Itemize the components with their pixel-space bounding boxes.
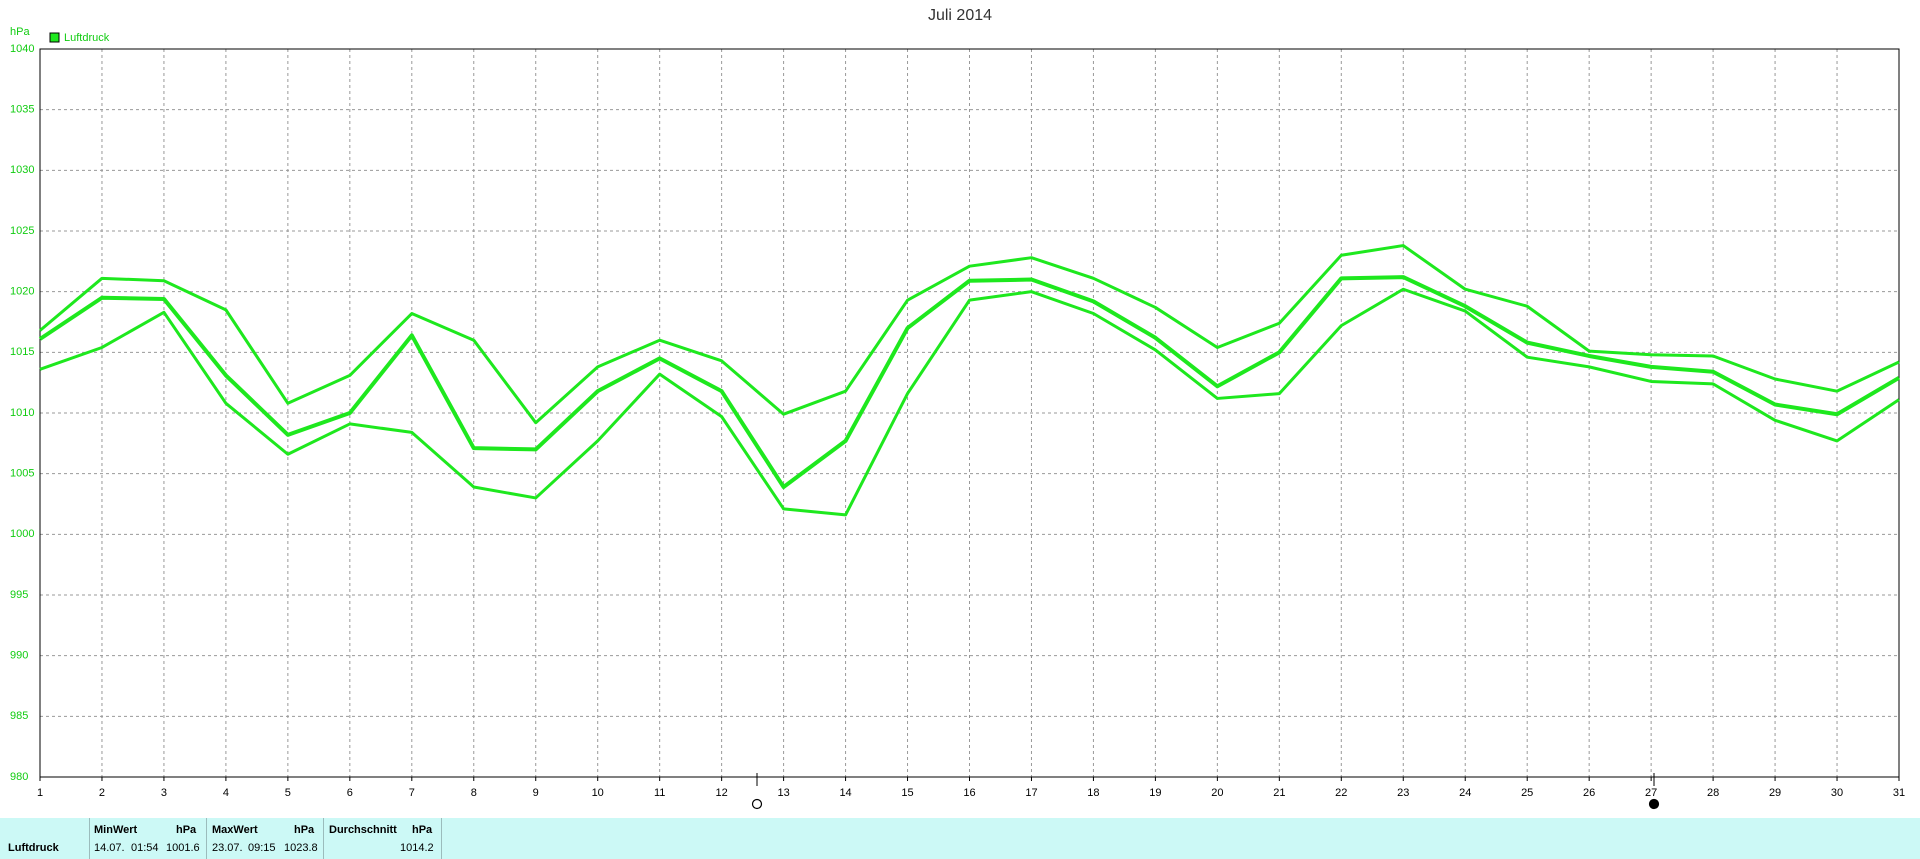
unit: hPa (176, 824, 197, 836)
x-tick-label: 23 (1397, 787, 1409, 799)
x-tick-label: 9 (533, 787, 539, 799)
x-tick-label: 29 (1769, 787, 1781, 799)
plot-frame (39, 48, 1900, 778)
x-tick-label: 7 (409, 787, 415, 799)
y-tick-label: 1000 (10, 528, 34, 540)
date: 23.07. (212, 842, 243, 854)
x-tick-label: 4 (223, 787, 229, 799)
chart: Juli 2014 hPa 98098599099510001005101010… (10, 7, 1905, 810)
legend-label: Luftdruck (64, 32, 110, 44)
x-tick-label: 18 (1087, 787, 1099, 799)
moon-markers (751, 773, 1660, 810)
x-tick-label: 26 (1583, 787, 1595, 799)
date: 14.07. (94, 842, 125, 854)
x-tick-label: 19 (1149, 787, 1161, 799)
x-tick-label: 22 (1335, 787, 1347, 799)
x-tick-label: 25 (1521, 787, 1533, 799)
chart-title: Juli 2014 (928, 7, 992, 24)
value: 1014.2 (400, 842, 434, 854)
unit: hPa (412, 824, 433, 836)
y-tick-label: 980 (10, 771, 28, 783)
time: 09:15 (248, 842, 276, 854)
x-tick-label: 17 (1025, 787, 1037, 799)
header: MinWert (94, 824, 138, 836)
y-tick-label: 1010 (10, 407, 34, 419)
time: 01:54 (131, 842, 159, 854)
separator (89, 818, 90, 859)
x-tick-label: 6 (347, 787, 353, 799)
x-tick-label: 21 (1273, 787, 1285, 799)
x-tick-label: 1 (37, 787, 43, 799)
value: 1001.6 (166, 842, 200, 854)
x-tick-label: 11 (654, 787, 665, 799)
x-tick-label: 16 (963, 787, 975, 799)
legend-swatch (49, 32, 60, 43)
y-tick-label: 1020 (10, 286, 34, 298)
unit: hPa (294, 824, 315, 836)
x-tick-label: 2 (99, 787, 105, 799)
value: 1023.8 (284, 842, 318, 854)
x-tick-label: 24 (1459, 787, 1471, 799)
x-tick-label: 14 (839, 787, 851, 799)
x-tick-label: 20 (1211, 787, 1223, 799)
x-tick-label: 31 (1893, 787, 1905, 799)
y-tick-label: 1015 (10, 346, 34, 358)
x-tick-label: 15 (901, 787, 913, 799)
separator (441, 818, 442, 859)
x-tick-label: 13 (777, 787, 789, 799)
line-series (39, 244, 1900, 425)
x-tick-label: 10 (592, 787, 604, 799)
line-series (38, 275, 1901, 490)
header: MaxWert (212, 824, 258, 836)
line-series (39, 287, 1900, 517)
x-tick-label: 12 (716, 787, 728, 799)
x-tick-label: 8 (471, 787, 477, 799)
separator (323, 818, 324, 859)
y-tick-label: 1025 (10, 225, 34, 237)
separator (206, 818, 207, 859)
x-tick-label: 28 (1707, 787, 1719, 799)
y-tick-label: 995 (10, 589, 28, 601)
header: Durchschnitt (329, 824, 397, 836)
y-tick-label: 1030 (10, 164, 34, 176)
x-tick-label: 27 (1645, 787, 1657, 799)
x-tick-label: 5 (285, 787, 291, 799)
y-tick-label: 1035 (10, 104, 34, 116)
y-axis-label: hPa (10, 26, 30, 38)
y-tick-label: 1005 (10, 468, 34, 480)
y-tick-label: 990 (10, 650, 28, 662)
x-tick-label: 30 (1831, 787, 1843, 799)
y-tick-label: 985 (10, 710, 28, 722)
row-label: Luftdruck (8, 842, 59, 854)
y-tick-label: 1040 (10, 43, 34, 55)
stats-table: Luftdruck MinWert hPa 14.07. 01:54 1001.… (0, 818, 1920, 859)
x-tick-label: 3 (161, 787, 167, 799)
